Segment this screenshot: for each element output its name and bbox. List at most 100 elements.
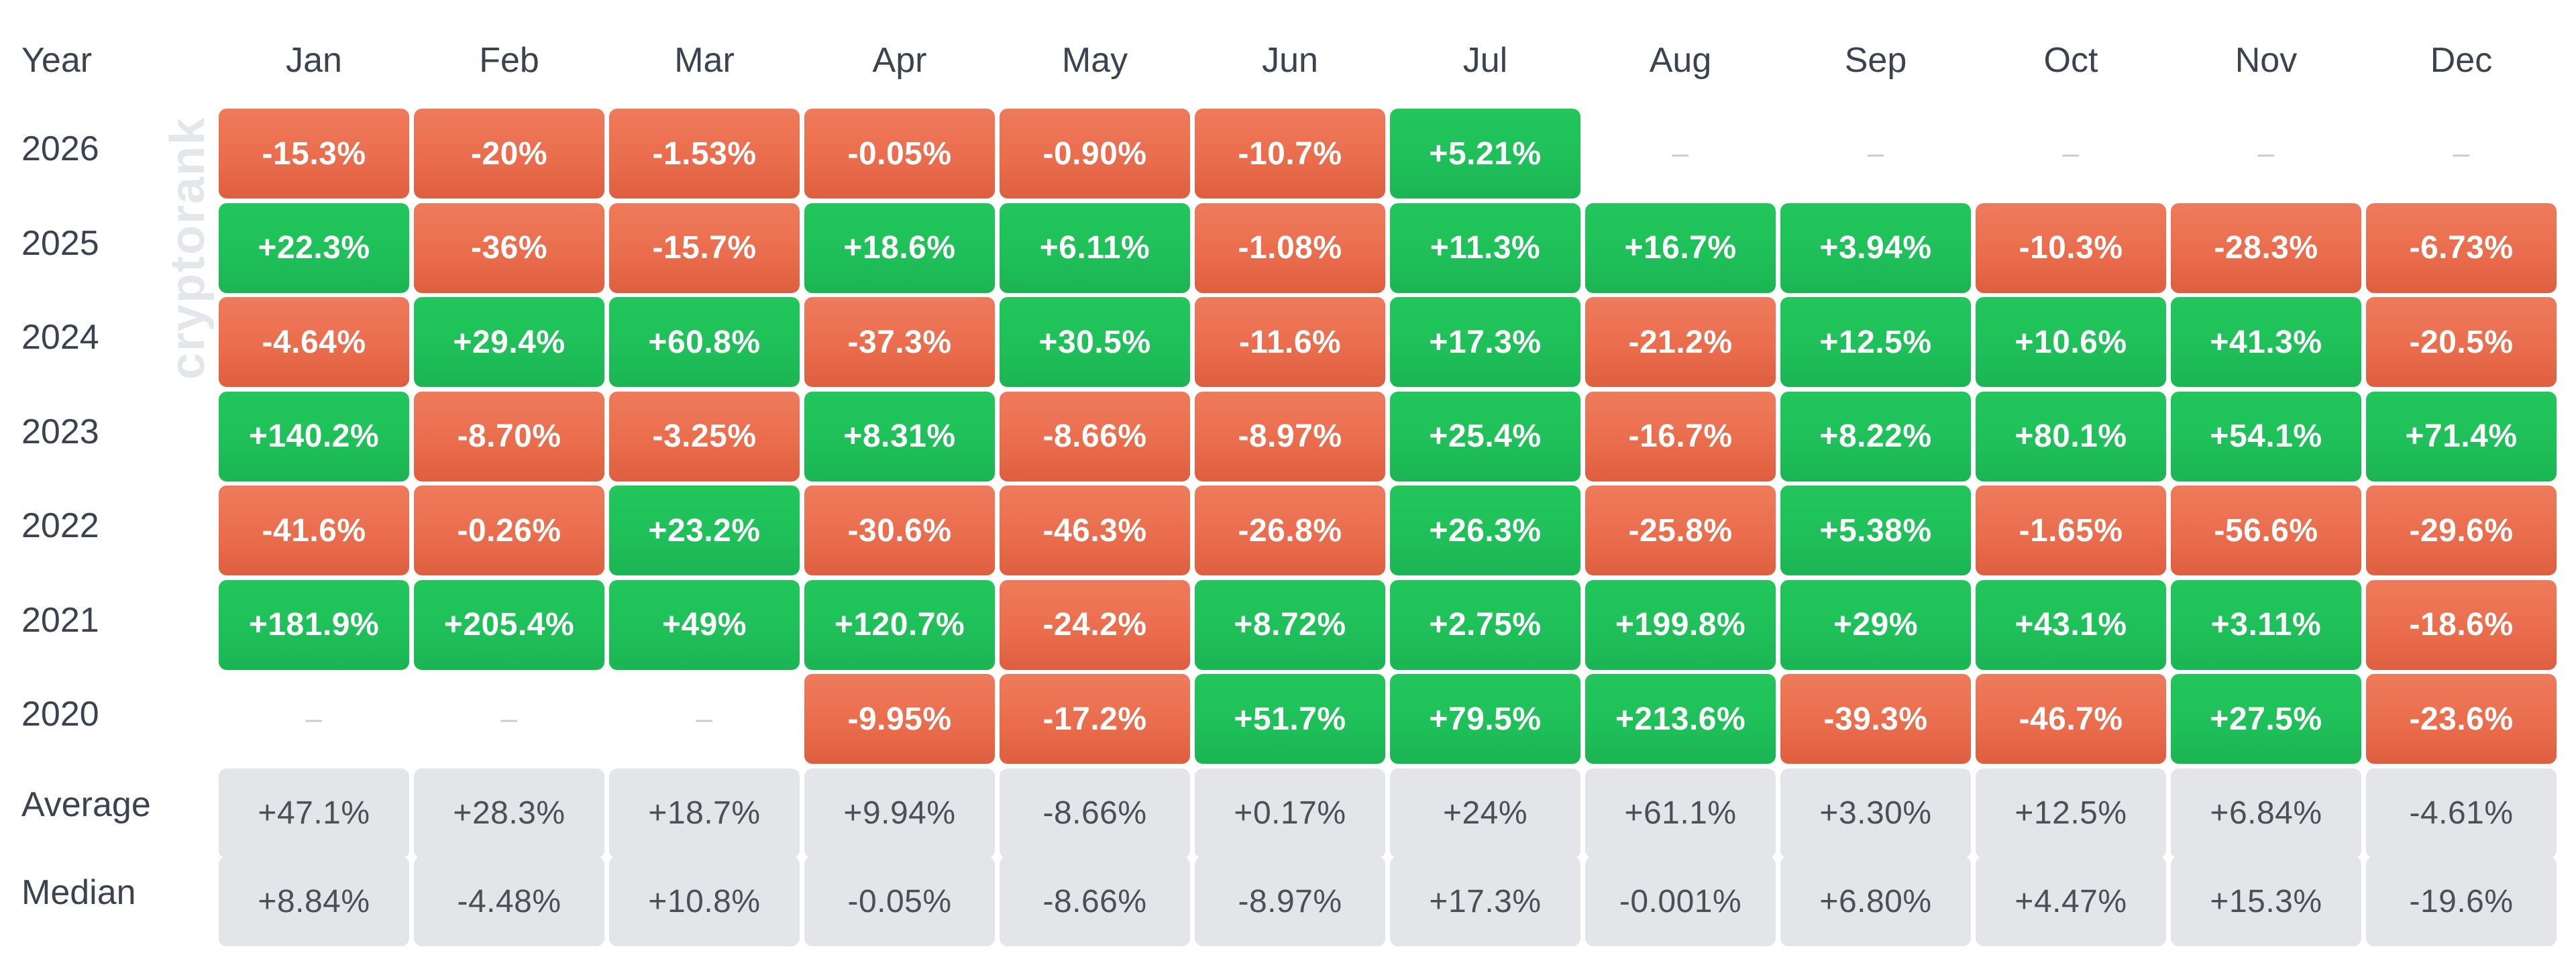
return-cell-2025-jul: +11.3% [1390,203,1580,293]
return-cell-2022-apr: -30.6% [804,486,995,575]
return-cell-2024-nov: +41.3% [2171,297,2361,387]
return-cell-2023-mar: -3.25% [609,391,800,481]
return-cell-2024-dec: -20.5% [2366,297,2557,387]
stat-cell-average-jan: +47.1% [219,768,409,858]
empty-cell: – [2062,137,2080,170]
return-cell-2023-apr: +8.31% [804,391,995,481]
return-cell-2021-oct: +43.1% [1976,579,2166,670]
return-cell-2024-jun: -11.6% [1195,297,1385,387]
return-cell-2021-apr: +120.7% [804,579,995,670]
return-cell-2023-jan: +140.2% [219,391,409,481]
month-header-jan: Jan [286,41,342,80]
year-label-2026: 2026 [21,129,99,168]
stat-cell-average-mar: +18.7% [609,768,800,858]
return-cell-2020-apr: -9.95% [804,674,995,764]
return-cell-2021-may: -24.2% [1000,579,1190,670]
month-header-mar: Mar [674,41,735,80]
stat-cell-median-oct: +4.47% [1976,856,2166,946]
return-cell-2021-aug: +199.8% [1585,579,1776,670]
month-header-dec: Dec [2430,41,2493,80]
return-cell-2024-oct: +10.6% [1976,297,2166,387]
stat-cell-average-oct: +12.5% [1976,768,2166,858]
return-cell-2026-jun: -10.7% [1195,109,1385,198]
stat-cell-average-nov: +6.84% [2171,768,2361,858]
empty-cell: – [500,702,518,735]
return-cell-2021-jun: +8.72% [1195,579,1385,670]
empty-cell: – [696,702,713,735]
return-cell-2023-jun: -8.97% [1195,391,1385,481]
return-cell-2024-aug: -21.2% [1585,297,1776,387]
return-cell-2024-feb: +29.4% [414,297,604,387]
stat-cell-median-may: -8.66% [1000,856,1190,946]
return-cell-2022-dec: -29.6% [2366,486,2557,575]
empty-cell: – [2257,137,2275,170]
month-header-apr: Apr [872,41,927,80]
return-cell-2025-oct: -10.3% [1976,203,2166,293]
return-cell-2020-aug: +213.6% [1585,674,1776,764]
return-cell-2021-sep: +29% [1780,579,1971,670]
stat-cell-median-mar: +10.8% [609,856,800,946]
stat-cell-average-sep: +3.30% [1780,768,1971,858]
month-header-jul: Jul [1462,41,1508,80]
return-cell-2024-mar: +60.8% [609,297,800,387]
return-cell-2020-oct: -46.7% [1976,674,2166,764]
stat-cell-average-may: -8.66% [1000,768,1190,858]
stat-cell-median-jan: +8.84% [219,856,409,946]
stat-cell-average-dec: -4.61% [2366,768,2557,858]
return-cell-2022-aug: -25.8% [1585,486,1776,575]
return-cell-2021-mar: +49% [609,579,800,670]
stat-cell-average-jun: +0.17% [1195,768,1385,858]
return-cell-2021-nov: +3.11% [2171,579,2361,670]
return-cell-2025-aug: +16.7% [1585,203,1776,293]
month-header-may: May [1061,41,1128,80]
return-cell-2020-dec: -23.6% [2366,674,2557,764]
stat-label-median: Median [21,873,136,912]
return-cell-2020-nov: +27.5% [2171,674,2361,764]
return-cell-2025-apr: +18.6% [804,203,995,293]
return-cell-2022-may: -46.3% [1000,486,1190,575]
return-cell-2023-dec: +71.4% [2366,391,2557,481]
return-cell-2022-feb: -0.26% [414,486,604,575]
return-cell-2023-aug: -16.7% [1585,391,1776,481]
year-column-header: Year [21,41,93,80]
return-cell-2022-nov: -56.6% [2171,486,2361,575]
month-header-nov: Nov [2235,41,2298,80]
return-cell-2025-may: +6.11% [1000,203,1190,293]
month-header-jun: Jun [1262,41,1318,80]
return-cell-2022-oct: -1.65% [1976,486,2166,575]
return-cell-2026-jan: -15.3% [219,109,409,198]
return-cell-2020-sep: -39.3% [1780,674,1971,764]
stat-cell-average-feb: +28.3% [414,768,604,858]
year-label-2020: 2020 [21,695,99,734]
month-header-aug: Aug [1649,41,1712,80]
stat-cell-median-jun: -8.97% [1195,856,1385,946]
return-cell-2023-jul: +25.4% [1390,391,1580,481]
month-header-feb: Feb [479,41,539,80]
return-cell-2025-nov: -28.3% [2171,203,2361,293]
year-label-2022: 2022 [21,506,99,545]
stat-cell-median-sep: +6.80% [1780,856,1971,946]
stat-cell-average-jul: +24% [1390,768,1580,858]
return-cell-2021-jul: +2.75% [1390,579,1580,670]
stat-cell-average-aug: +61.1% [1585,768,1776,858]
stat-cell-median-dec: -19.6% [2366,856,2557,946]
year-label-2021: 2021 [21,600,99,640]
return-cell-2026-apr: -0.05% [804,109,995,198]
empty-cell: – [2453,137,2470,170]
return-cell-2024-sep: +12.5% [1780,297,1971,387]
return-cell-2026-may: -0.90% [1000,109,1190,198]
return-cell-2022-jun: -26.8% [1195,486,1385,575]
return-cell-2022-jan: -41.6% [219,486,409,575]
stat-cell-median-apr: -0.05% [804,856,995,946]
return-cell-2020-may: -17.2% [1000,674,1190,764]
return-cell-2023-oct: +80.1% [1976,391,2166,481]
return-cell-2023-sep: +8.22% [1780,391,1971,481]
return-cell-2026-feb: -20% [414,109,604,198]
stat-cell-average-apr: +9.94% [804,768,995,858]
return-cell-2025-jun: -1.08% [1195,203,1385,293]
return-cell-2024-apr: -37.3% [804,297,995,387]
year-label-2023: 2023 [21,412,99,451]
return-cell-2021-dec: -18.6% [2366,579,2557,670]
month-header-sep: Sep [1844,41,1907,80]
return-cell-2025-feb: -36% [414,203,604,293]
